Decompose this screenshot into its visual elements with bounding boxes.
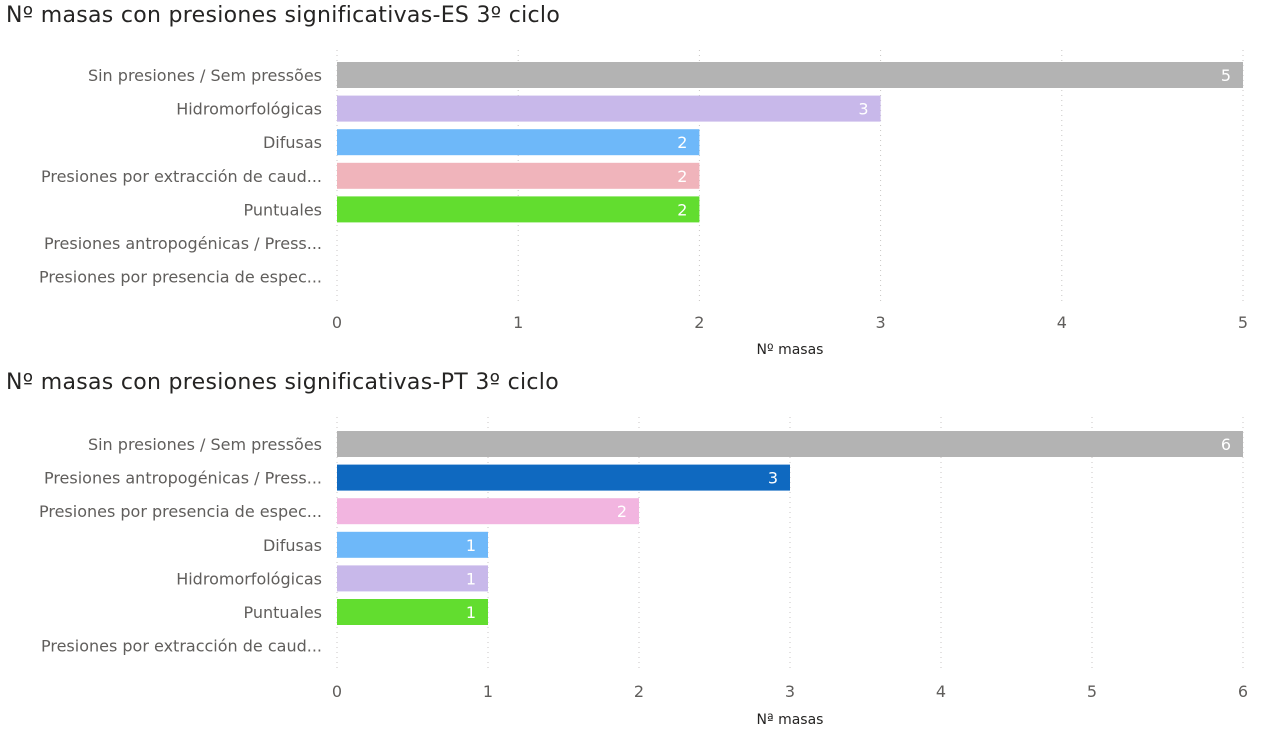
chart-panel-es: 0 1 2 3 4 5 Sin presiones / Sem pressões 5 Hidro… [6, 3, 1248, 358]
bar[interactable] [337, 162, 700, 189]
x-tick-label: 3 [785, 682, 795, 701]
data-label: 2 [677, 167, 687, 186]
bar[interactable] [337, 464, 790, 491]
x-tick-label: 0 [332, 313, 342, 332]
x-tick-label: 6 [1238, 682, 1248, 701]
category-label: Difusas [263, 536, 322, 555]
category-label: Presiones por extracción de caud... [41, 637, 322, 656]
bar[interactable] [337, 431, 1243, 457]
category-label: Sin presiones / Sem pressões [88, 435, 322, 454]
chart-panel-pt: 0 1 2 3 4 5 6 Sin presiones / Sem pressões 6 Pres… [0, 367, 1280, 734]
category-label: Presiones por presencia de espec... [39, 502, 322, 521]
data-label: 3 [858, 100, 868, 119]
x-tick-label: 0 [332, 682, 342, 701]
category-label: Puntuales [244, 200, 323, 219]
category-label: Puntuales [244, 603, 323, 622]
x-tick-label: 2 [634, 682, 644, 701]
data-label: 6 [1221, 435, 1231, 454]
chart-pt-svg: 0 1 2 3 4 5 6 Sin presiones / Sem pressões 6 Pres… [39, 417, 1248, 728]
bar[interactable] [337, 498, 639, 525]
bar[interactable] [337, 129, 700, 156]
category-label: Sin presiones / Sem pressões [88, 66, 322, 85]
data-label: 2 [617, 502, 627, 521]
data-label: 2 [677, 133, 687, 152]
bar[interactable] [337, 531, 488, 558]
bar[interactable] [337, 95, 881, 122]
bar[interactable] [337, 62, 1243, 88]
bar[interactable] [337, 599, 488, 625]
data-label: 1 [466, 569, 476, 588]
category-label: Presiones antropogénicas / Press... [44, 469, 322, 488]
x-tick-label: 4 [936, 682, 946, 701]
bar[interactable] [337, 565, 488, 592]
x-tick-label: 1 [483, 682, 493, 701]
data-label: 2 [677, 200, 687, 219]
data-label: 1 [466, 536, 476, 555]
data-label: 5 [1221, 66, 1231, 85]
category-label: Hidromorfológicas [176, 569, 322, 588]
x-tick-label: 5 [1238, 313, 1248, 332]
x-axis-title: Nº masas [757, 342, 824, 358]
x-tick-label: 1 [513, 313, 523, 332]
x-tick-label: 3 [876, 313, 886, 332]
chart-title-es: Nº masas con presiones significativas-ES… [6, 3, 561, 28]
chart-title-pt: Nº masas con presiones significativas-PT… [6, 370, 559, 395]
chart-es-svg: 0 1 2 3 4 5 Sin presiones / Sem pressões 5 Hidro… [39, 50, 1248, 358]
category-label: Presiones por presencia de espec... [39, 268, 322, 287]
data-label: 3 [768, 469, 778, 488]
category-label: Presiones por extracción de caud... [41, 167, 322, 186]
x-tick-label: 4 [1057, 313, 1067, 332]
category-label: Hidromorfológicas [176, 100, 322, 119]
x-axis-title: Nª masas [757, 712, 824, 728]
bar[interactable] [337, 196, 700, 223]
category-label: Difusas [263, 133, 322, 152]
x-tick-label: 5 [1087, 682, 1097, 701]
data-label: 1 [466, 603, 476, 622]
category-label: Presiones antropogénicas / Press... [44, 234, 322, 253]
x-tick-label: 2 [694, 313, 704, 332]
